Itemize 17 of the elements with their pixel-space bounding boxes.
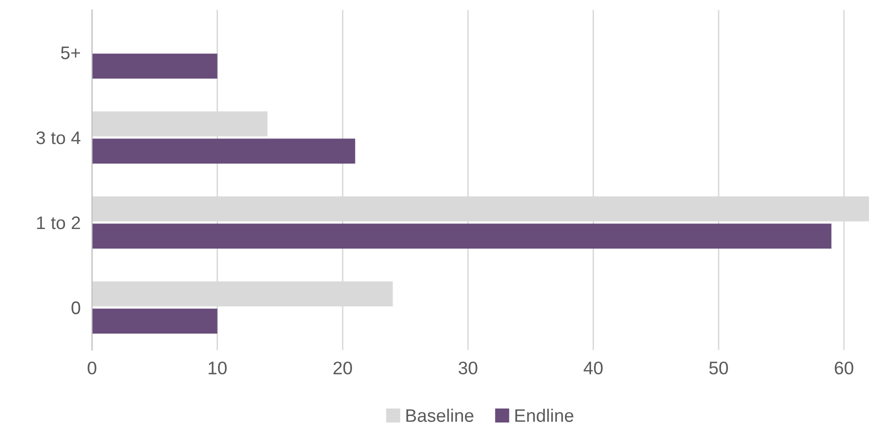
- bar: [92, 308, 218, 334]
- x-tick-label: 60: [834, 362, 854, 374]
- bar: [92, 224, 832, 249]
- bar: [92, 54, 218, 79]
- y-tick-label: 1 to 2: [37, 216, 80, 230]
- x-tick-label: 30: [458, 362, 478, 374]
- y-tick-label: 0: [72, 301, 80, 314]
- x-tick-label: 10: [208, 362, 227, 374]
- y-tick-label: 5+: [61, 46, 80, 60]
- x-tick-label: 0: [88, 362, 96, 374]
- x-tick-label: 50: [709, 362, 728, 374]
- legend-label: Baseline: [406, 408, 474, 422]
- y-tick-label: 3 to 4: [36, 131, 80, 144]
- legend-label: Endline: [515, 408, 574, 422]
- x-tick-label: 20: [334, 362, 352, 374]
- x-tick-label: 40: [584, 362, 603, 374]
- bar: [92, 138, 356, 164]
